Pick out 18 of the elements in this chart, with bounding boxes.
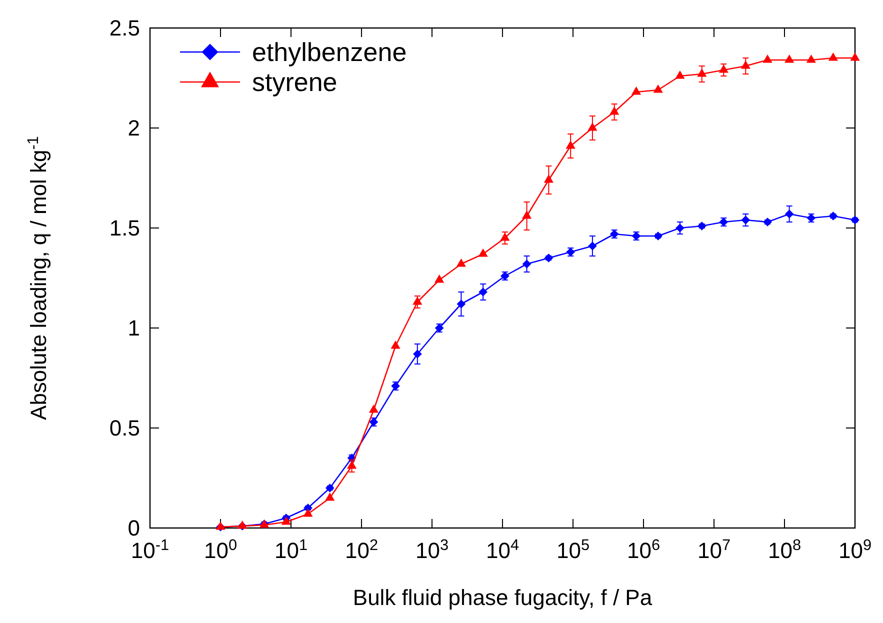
x-tick-label: 10$^{0}$ (204, 536, 238, 563)
y-tick-label: 1.5 (109, 216, 140, 241)
legend-label: styrene (252, 67, 338, 98)
x-tick-label: 10$^{2}$ (344, 536, 378, 563)
x-tick-label: 10$^{7}$ (697, 536, 731, 563)
x-tick-label: 10$^{9}$ (838, 536, 872, 563)
x-tick-label: 10$^{6}$ (626, 536, 660, 563)
legend-label: ethylbenzene (252, 37, 407, 68)
y-tick-label: 2 (128, 116, 140, 141)
x-tick-label: 10$^{3}$ (415, 536, 449, 563)
y-tick-label: 1 (128, 316, 140, 341)
y-tick-label: 2.5 (109, 16, 140, 41)
y-tick-label: 0.5 (109, 416, 140, 441)
x-tick-label: 10$^{1}$ (274, 536, 308, 563)
x-axis-title: Bulk fluid phase fugacity, f / Pa (352, 585, 653, 610)
x-tick-label: 10$^{4}$ (486, 536, 520, 563)
x-tick-label: 10$^{5}$ (556, 536, 590, 563)
x-tick-label: 10$^{8}$ (768, 536, 802, 563)
